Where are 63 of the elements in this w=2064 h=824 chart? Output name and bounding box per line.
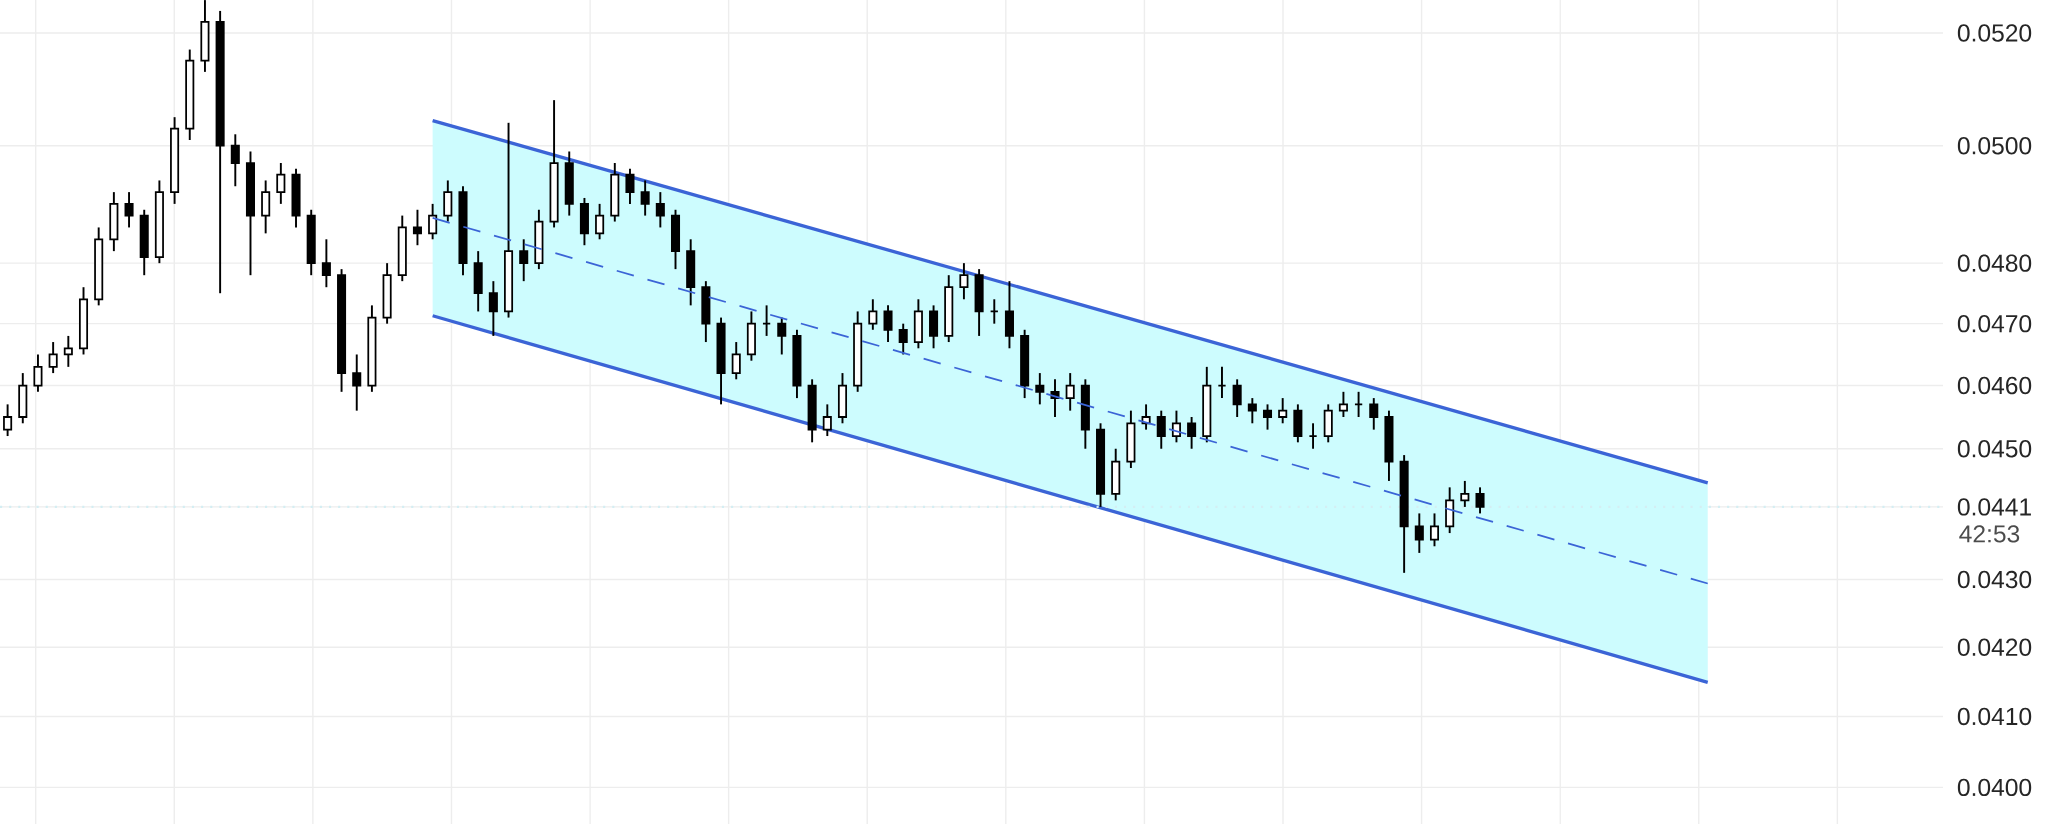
candlestick [1445,486,1455,535]
candlestick [1126,409,1136,469]
candlestick [412,208,422,247]
y-tick-label: 0.0400 [1957,778,2032,797]
candlestick [883,304,893,344]
candlestick [1232,378,1242,418]
candlestick [382,262,392,325]
y-tick-label: 0.0410 [1957,707,2032,726]
y-tick-label: 0.0420 [1957,638,2032,656]
candlestick [488,280,498,337]
y-tick-label: 0.0500 [1957,137,2032,155]
candlestick [959,262,969,301]
y-tick-label: 0.0430 [1957,570,2032,589]
y-tick-label: 0.0441 [1957,498,2031,516]
candlestick [276,162,286,205]
candlestick [1414,512,1424,554]
candlestick [306,208,316,277]
candlestick [215,9,225,295]
candlestick [746,310,756,362]
candlestick [1460,479,1470,508]
candlestick [109,191,119,253]
candlestick [1065,372,1075,412]
candlestick [1096,422,1106,508]
candlestick [610,162,620,223]
candlestick [63,334,73,368]
candlestick [1080,378,1090,450]
candlestick [428,202,438,241]
candlestick [853,310,863,393]
candlestick [261,179,271,235]
candlestick [549,99,559,229]
candlestick [443,179,453,223]
candlestick [625,167,635,205]
text: 42:53 [1959,525,2020,543]
candlestick [595,202,605,241]
candlestick [458,185,468,277]
y-tick-label: 0.0480 [1957,254,2032,272]
y-tick-label: 0.0450 [1957,440,2032,458]
candlestick [200,0,210,73]
y-tick-label: 0.0520 [1957,24,2032,42]
candlestick [124,191,134,229]
candlestick [579,197,589,247]
candlestick [655,191,665,229]
candlestick [1035,372,1045,406]
candlestick [33,353,43,393]
candlestick [321,238,331,289]
candlestick [519,238,529,283]
candlestick [564,150,574,217]
candlestick [367,304,377,393]
candlestick [185,48,195,141]
candlestick [230,133,240,188]
candlestick [139,208,149,277]
y-tick-label: 0.0470 [1957,315,2032,333]
candlestick [291,167,301,229]
y-tick-label: 0.0460 [1957,376,2032,395]
candlestick [170,116,180,205]
candlestick [473,250,483,313]
candlestick [640,179,650,217]
candlestick [686,238,696,307]
candlestick [1004,280,1014,350]
candlestick [929,304,939,350]
candlestick [352,353,362,412]
candlestick [1399,454,1409,574]
candlestick [504,121,514,319]
